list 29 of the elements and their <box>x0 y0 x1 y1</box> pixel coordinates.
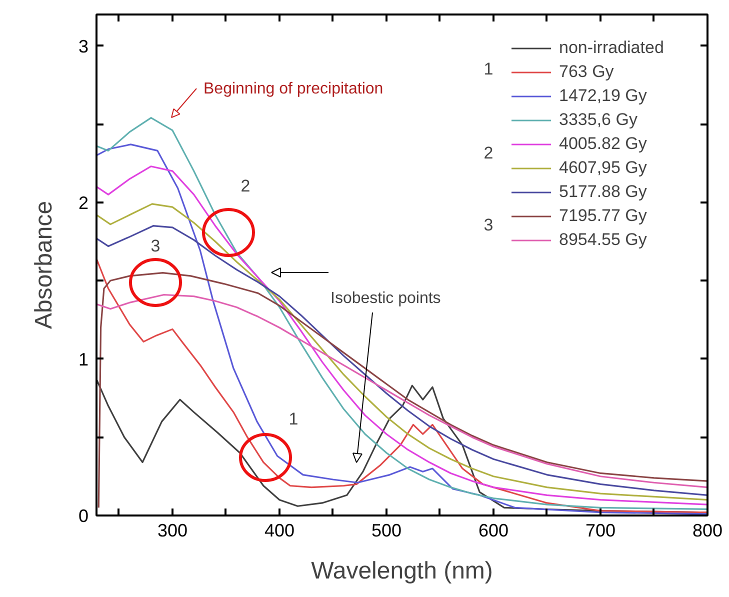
annotation: Isobestic points <box>330 290 441 307</box>
x-axis-title: Wavelength (nm) <box>311 558 493 584</box>
legend-label: 4005.82 Gy <box>559 133 647 155</box>
legend-label: 3335,6 Gy <box>559 109 638 131</box>
legend-label: non-irradiated <box>559 37 664 59</box>
x-tick-label: 300 <box>157 520 188 540</box>
annotation: Beginning of precipitation <box>204 80 384 98</box>
x-tick-label: 400 <box>264 520 295 540</box>
annotation: 3 <box>150 236 160 256</box>
legend-label: 7195.77 Gy <box>559 205 647 227</box>
y-tick-label: 3 <box>78 36 89 56</box>
legend-label: 4607,95 Gy <box>559 157 647 179</box>
legend-label: 763 Gy <box>559 61 614 83</box>
annotation: 1 <box>484 60 494 78</box>
legend-label: 8954.55 Gy <box>559 229 647 251</box>
annotation: 3 <box>484 216 494 234</box>
y-tick-label: 1 <box>78 349 89 370</box>
legend-label: 5177.88 Gy <box>559 181 647 203</box>
x-tick-label: 700 <box>585 520 616 540</box>
legend-label: 1472,19 Gy <box>559 85 647 107</box>
annotation: 1 <box>288 410 298 428</box>
annotation: 2 <box>484 144 494 162</box>
x-tick-label: 800 <box>692 520 723 540</box>
x-tick-label: 500 <box>371 520 402 540</box>
x-tick-label: 600 <box>478 520 509 540</box>
y-axis-title: Absorbance <box>30 200 58 330</box>
y-tick-label: 2 <box>78 192 89 213</box>
y-tick-label: 0 <box>78 506 89 526</box>
annotation: 2 <box>240 176 250 196</box>
